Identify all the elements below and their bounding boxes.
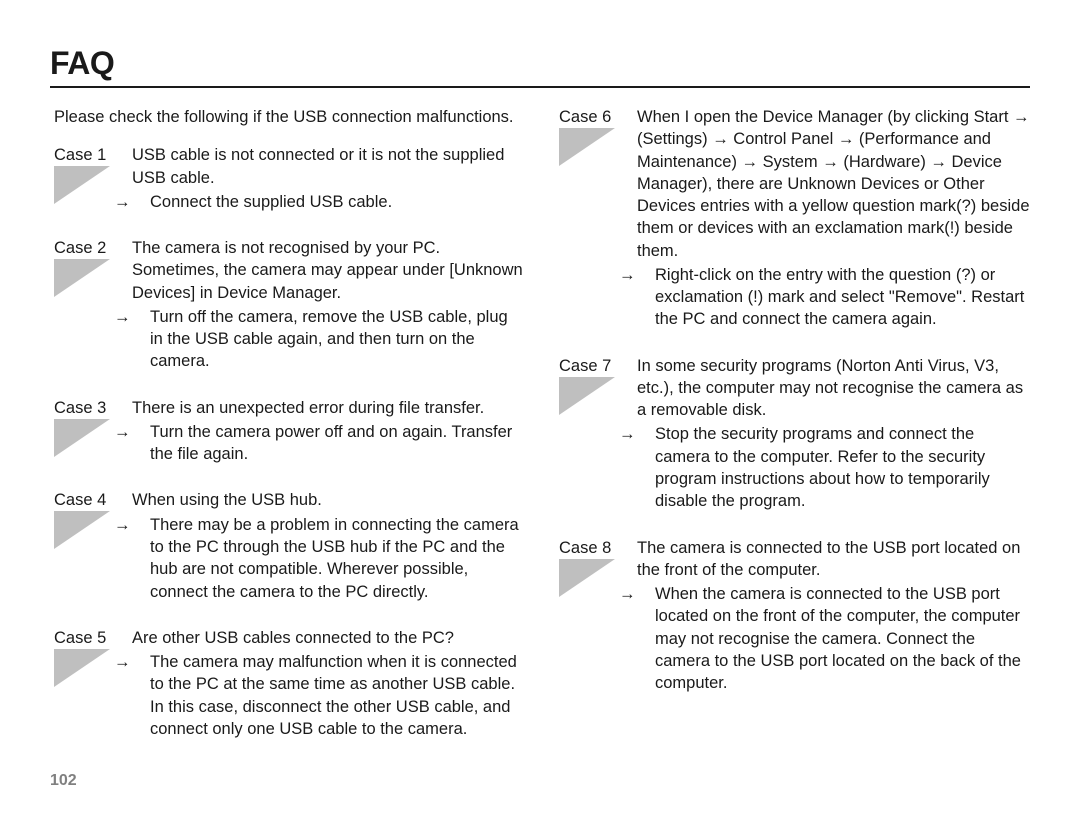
case-action: → Stop the security programs and connect… <box>637 423 1030 512</box>
arrow-icon: → <box>132 191 150 213</box>
page-title: FAQ <box>50 45 1030 82</box>
case-label: Case 6 <box>559 106 629 128</box>
arrow-icon: → <box>637 264 655 286</box>
action-text: There may be a problem in connecting the… <box>150 516 519 601</box>
case-label: Case 5 <box>54 627 124 649</box>
case-desc: The camera is connected to the USB port … <box>637 537 1030 582</box>
intro-text: Please check the following if the USB co… <box>54 106 525 128</box>
case-label-text: Case 7 <box>559 357 611 375</box>
action-text: Connect the supplied USB cable. <box>150 193 392 211</box>
arrow-icon: → <box>132 306 150 328</box>
case-label: Case 1 <box>54 144 124 166</box>
wedge-icon <box>54 259 110 297</box>
case-desc: When I open the Device Manager (by click… <box>637 106 1030 262</box>
action-text: Stop the security programs and connect t… <box>655 425 990 510</box>
action-text: When the camera is connected to the USB … <box>655 585 1021 692</box>
case-5: Case 5 Are other USB cables connected to… <box>50 627 525 740</box>
case-desc: The camera is not recognised by your PC.… <box>132 237 525 304</box>
case-desc: When using the USB hub. <box>132 489 525 511</box>
case-label: Case 8 <box>559 537 629 559</box>
action-text: Turn the camera power off and on again. … <box>150 423 512 463</box>
arrow-icon: → <box>637 423 655 445</box>
wedge-icon <box>54 166 110 204</box>
wedge-icon <box>54 511 110 549</box>
case-1: Case 1 USB cable is not connected or it … <box>50 144 525 213</box>
case-action: → The camera may malfunction when it is … <box>132 651 525 740</box>
case-6: Case 6 When I open the Device Manager (b… <box>555 106 1030 331</box>
case-3: Case 3 There is an unexpected error duri… <box>50 397 525 466</box>
case-action: → When the camera is connected to the US… <box>637 583 1030 694</box>
case-label-text: Case 6 <box>559 108 611 126</box>
case-label-text: Case 4 <box>54 491 106 509</box>
wedge-icon <box>54 419 110 457</box>
case-action: → Turn off the camera, remove the USB ca… <box>132 306 525 373</box>
case-8: Case 8 The camera is connected to the US… <box>555 537 1030 695</box>
arrow-icon: → <box>637 583 655 605</box>
case-label-text: Case 5 <box>54 629 106 647</box>
columns: Please check the following if the USB co… <box>50 106 1030 764</box>
case-label: Case 7 <box>559 355 629 377</box>
wedge-icon <box>559 128 615 166</box>
page: FAQ Please check the following if the US… <box>0 0 1080 815</box>
case-label-text: Case 8 <box>559 539 611 557</box>
wedge-icon <box>559 377 615 415</box>
case-desc: There is an unexpected error during file… <box>132 397 525 419</box>
action-text: Turn off the camera, remove the USB cabl… <box>150 308 508 371</box>
case-action: → Connect the supplied USB cable. <box>132 191 525 213</box>
case-desc: Are other USB cables connected to the PC… <box>132 627 525 649</box>
case-action: → Turn the camera power off and on again… <box>132 421 525 466</box>
action-text: The camera may malfunction when it is co… <box>150 653 517 738</box>
title-rule <box>50 86 1030 88</box>
wedge-icon <box>559 559 615 597</box>
case-4: Case 4 When using the USB hub. → There m… <box>50 489 525 602</box>
page-number: 102 <box>50 772 77 790</box>
case-label: Case 4 <box>54 489 124 511</box>
case-action: → There may be a problem in connecting t… <box>132 514 525 603</box>
case-label: Case 2 <box>54 237 124 259</box>
case-action: → Right-click on the entry with the ques… <box>637 264 1030 331</box>
action-text: Right-click on the entry with the questi… <box>655 266 1024 329</box>
case-label-text: Case 1 <box>54 146 106 164</box>
right-column: Case 6 When I open the Device Manager (b… <box>555 106 1030 764</box>
wedge-icon <box>54 649 110 687</box>
case-label-text: Case 3 <box>54 399 106 417</box>
arrow-icon: → <box>132 421 150 443</box>
case-label: Case 3 <box>54 397 124 419</box>
left-column: Please check the following if the USB co… <box>50 106 525 764</box>
arrow-icon: → <box>132 651 150 673</box>
case-7: Case 7 In some security programs (Norton… <box>555 355 1030 513</box>
case-2: Case 2 The camera is not recognised by y… <box>50 237 525 373</box>
case-desc: USB cable is not connected or it is not … <box>132 144 525 189</box>
arrow-icon: → <box>132 514 150 536</box>
case-desc: In some security programs (Norton Anti V… <box>637 355 1030 422</box>
case-label-text: Case 2 <box>54 239 106 257</box>
